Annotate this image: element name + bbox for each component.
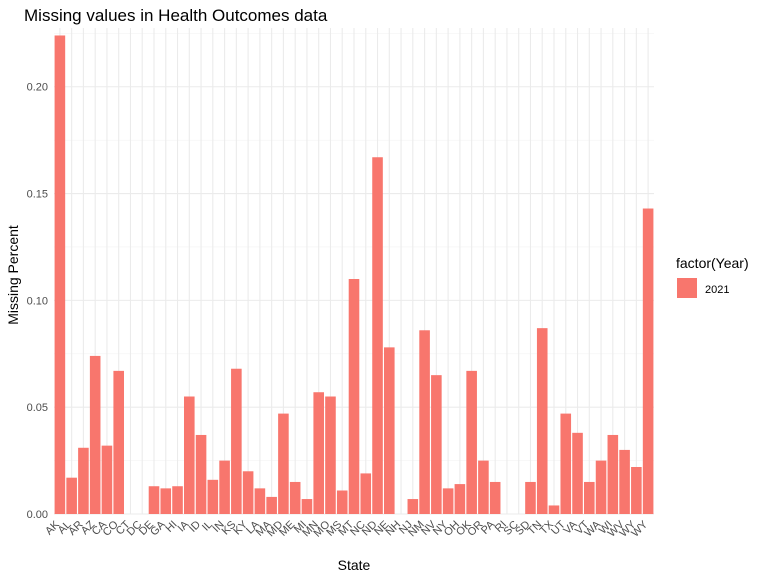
bar-mn xyxy=(313,392,324,514)
bar-mt xyxy=(348,279,360,514)
bar-ma xyxy=(266,496,277,514)
bar-sd xyxy=(525,481,536,514)
bar-ak xyxy=(54,35,66,514)
bar-wy xyxy=(631,467,642,514)
y-axis-title: Missing Percent xyxy=(5,225,21,325)
bar-ne xyxy=(384,347,395,514)
y-axis-ticks: 0.00 0.05 0.10 0.15 0.20 xyxy=(27,82,48,521)
chart-title: Missing values in Health Outcomes data xyxy=(24,6,328,25)
bar-ia xyxy=(184,396,195,514)
bar-wy xyxy=(642,208,654,514)
bar-nv xyxy=(431,375,442,514)
bar-ut xyxy=(560,413,572,514)
bar-mi xyxy=(301,499,313,514)
bar-nm xyxy=(419,330,430,514)
bar-ms xyxy=(336,490,348,514)
bar-de xyxy=(148,486,160,514)
bar-nc xyxy=(360,473,372,514)
bar-az xyxy=(89,355,101,514)
bar-ky xyxy=(242,471,254,514)
legend-label-2021: 2021 xyxy=(705,284,729,296)
y-tick-label: 0.00 xyxy=(27,509,48,521)
bar-id xyxy=(195,434,207,514)
y-tick-label: 0.05 xyxy=(27,402,48,414)
x-axis-ticks: AKALARAZCACOCTDCDEGAHIIAIDILINKSKYLAMAMD… xyxy=(43,518,651,539)
y-tick-label: 0.10 xyxy=(27,295,48,307)
bar-ks xyxy=(231,368,242,514)
bar-il xyxy=(207,479,219,514)
bar-la xyxy=(254,488,266,514)
y-tick-label: 0.15 xyxy=(27,189,48,201)
y-tick-label: 0.20 xyxy=(27,82,48,94)
bars xyxy=(54,35,654,514)
bar-hi xyxy=(172,486,183,514)
bar-oh xyxy=(454,484,466,514)
bar-ar xyxy=(78,447,89,514)
bar-ga xyxy=(160,488,172,514)
bar-va xyxy=(572,432,583,514)
bar-or xyxy=(478,460,489,514)
bar-wv xyxy=(619,449,630,514)
bar-vt xyxy=(584,481,595,514)
bar-ok xyxy=(466,370,477,514)
bar-wi xyxy=(607,434,619,514)
bar-nj xyxy=(407,499,419,514)
bar-ca xyxy=(101,445,113,514)
bar-mo xyxy=(325,396,336,514)
bar-co xyxy=(113,370,124,514)
bar-wa xyxy=(595,460,607,514)
bar-me xyxy=(289,481,301,514)
bar-ny xyxy=(442,488,454,514)
legend: factor(Year) 2021 xyxy=(676,255,749,298)
bar-md xyxy=(278,413,289,514)
bar-pa xyxy=(489,481,501,514)
bar-nd xyxy=(372,157,383,514)
bar-in xyxy=(219,460,230,514)
bar-tn xyxy=(536,328,548,514)
legend-title: factor(Year) xyxy=(676,255,749,271)
legend-key-2021 xyxy=(677,278,697,298)
x-axis-title: State xyxy=(338,557,371,573)
bar-al xyxy=(66,477,77,514)
bar-tx xyxy=(548,505,560,514)
